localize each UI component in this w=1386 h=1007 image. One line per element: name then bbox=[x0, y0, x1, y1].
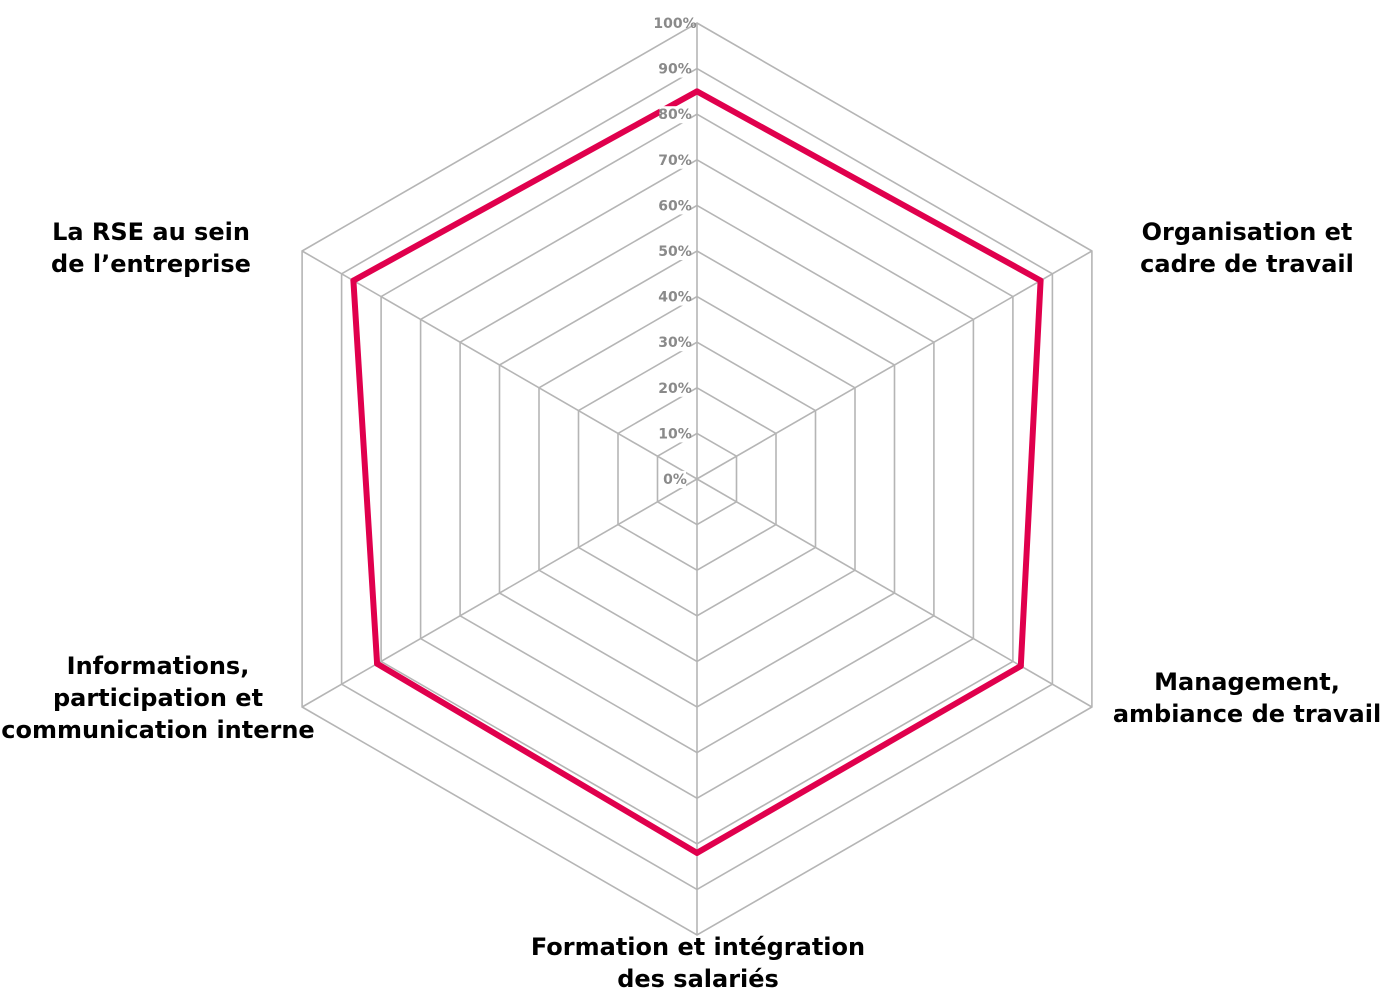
tick-label-9: 90% bbox=[658, 60, 692, 78]
category-label-0: Organisation et cadre de travail bbox=[1140, 218, 1354, 278]
category-label-line: communication interne bbox=[1, 716, 314, 744]
category-label-line: ambiance de travail bbox=[1113, 700, 1381, 728]
svg-text:10%: 10% bbox=[658, 426, 692, 442]
axis-spoke-2 bbox=[696, 478, 1093, 708]
data-point-0 bbox=[694, 88, 700, 95]
category-labels: Organisation et cadre de travail Managemen… bbox=[1, 218, 1381, 993]
tick-label-1: 10% bbox=[658, 425, 692, 443]
axis-spoke-4 bbox=[301, 478, 698, 708]
svg-text:60%: 60% bbox=[658, 198, 692, 214]
data-point-5 bbox=[350, 277, 357, 284]
svg-text:0%: 0% bbox=[663, 472, 687, 488]
category-label-1: Management, ambiance de travail bbox=[1113, 668, 1381, 728]
radial-tick-labels: 0% 10% 20% 30% 40% 50% 60% 70% 80% 90% 100% bbox=[653, 16, 697, 488]
svg-text:70%: 70% bbox=[658, 153, 692, 169]
category-label-line: Organisation et bbox=[1142, 218, 1353, 246]
category-label-line: cadre de travail bbox=[1140, 250, 1354, 278]
svg-text:90%: 90% bbox=[658, 62, 692, 78]
tick-label-7: 70% bbox=[658, 151, 692, 169]
tick-label-5: 50% bbox=[658, 243, 692, 260]
tick-label-0: 0% bbox=[663, 471, 687, 488]
category-label-3: Informations, participation et communicati… bbox=[1, 652, 314, 744]
category-label-line: La RSE au sein bbox=[52, 218, 250, 246]
category-label-2: Formation et intégration des salariés bbox=[531, 933, 865, 993]
category-label-4: La RSE au sein de l’entreprise bbox=[51, 218, 251, 278]
svg-text:20%: 20% bbox=[658, 381, 692, 397]
svg-text:40%: 40% bbox=[658, 290, 692, 306]
category-label-line: Formation et intégration bbox=[531, 933, 865, 961]
svg-text:30%: 30% bbox=[658, 335, 692, 351]
data-point-2 bbox=[1017, 663, 1024, 669]
tick-label-8: 80% bbox=[658, 106, 692, 124]
tick-label-10: 100% bbox=[653, 16, 696, 32]
category-label-line: Informations, bbox=[67, 652, 250, 680]
category-label-line: Management, bbox=[1154, 668, 1340, 696]
svg-text:80%: 80% bbox=[658, 107, 692, 123]
radar-grid bbox=[301, 22, 1093, 936]
radar-series bbox=[350, 88, 1044, 856]
tick-label-6: 60% bbox=[658, 197, 692, 215]
data-point-3 bbox=[694, 849, 700, 856]
data-point-4 bbox=[374, 660, 381, 667]
svg-text:100%: 100% bbox=[653, 16, 696, 32]
axis-spoke-1 bbox=[696, 250, 1093, 480]
tick-label-4: 40% bbox=[658, 288, 692, 306]
axis-spoke-5 bbox=[301, 250, 698, 480]
tick-label-3: 30% bbox=[658, 334, 692, 352]
data-point-1 bbox=[1037, 277, 1044, 284]
category-label-line: de l’entreprise bbox=[51, 250, 251, 278]
category-label-line: des salariés bbox=[617, 965, 779, 993]
tick-label-2: 20% bbox=[658, 379, 692, 397]
category-label-line: participation et bbox=[53, 684, 263, 712]
svg-text:50%: 50% bbox=[658, 244, 692, 260]
